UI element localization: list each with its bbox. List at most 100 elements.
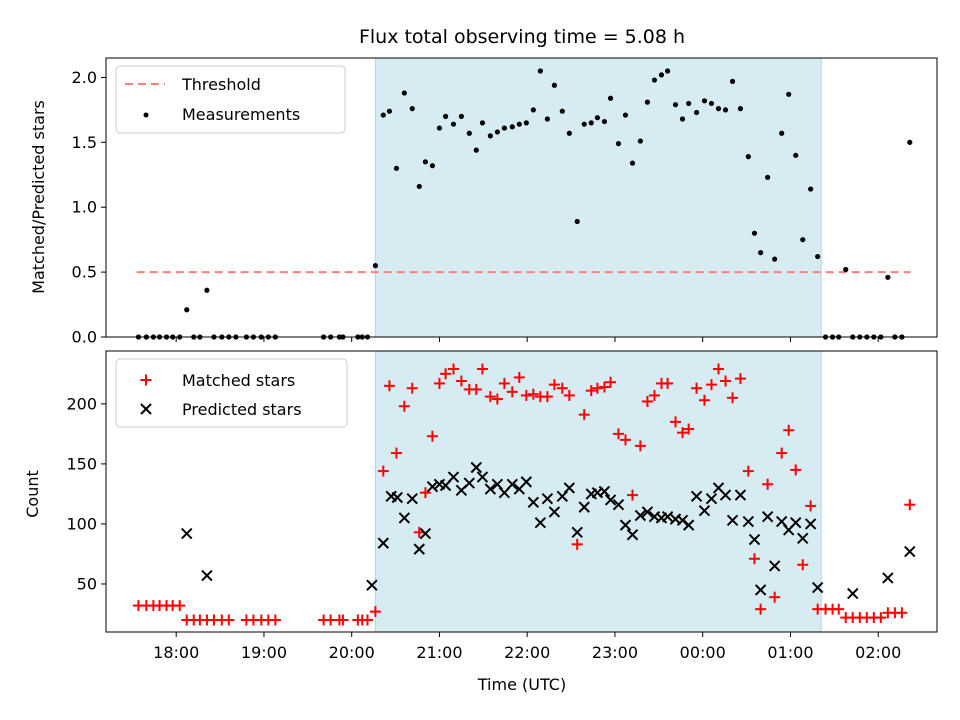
chart-title: Flux total observing time = 5.08 h (359, 26, 685, 48)
measurement-point (644, 99, 651, 105)
bottom-x-ticks: 18:00 19:00 20:00 21:00 22:00 23:00 00:00 01:00… (153, 632, 901, 662)
measurement-point (523, 120, 529, 126)
matched-star-point (541, 391, 553, 403)
measurement-point (615, 141, 622, 147)
matched-star-point (174, 600, 186, 612)
top-y-axis-label: Matched/Predicted stars (29, 100, 48, 294)
matched-star-point (455, 375, 467, 387)
matched-star-point (677, 427, 689, 439)
predicted-star-point (201, 569, 213, 582)
matched-star-point (662, 377, 674, 389)
matched-star-point (691, 382, 703, 394)
measurement-point (601, 118, 608, 125)
matched-star-point (433, 377, 445, 389)
top-y-tick-label: 1.0 (72, 198, 97, 217)
predicted-stars-points (181, 461, 916, 600)
predicted-star-point (413, 543, 425, 555)
legend-predicted-label: Predicted stars (182, 400, 302, 419)
matched-star-point (805, 500, 817, 512)
predicted-star-point (804, 518, 817, 530)
bottom-legend-box (115, 358, 348, 428)
matched-star-point (223, 614, 235, 626)
measurement-point (815, 253, 821, 260)
predicted-star-point (682, 519, 695, 531)
predicted-star-point (761, 511, 774, 523)
measurement-point (672, 102, 679, 108)
matched-star-point (556, 382, 568, 394)
matched-star-point (713, 363, 725, 375)
matched-star-point (484, 391, 496, 403)
measurement-point (380, 112, 386, 118)
measurement-point (429, 163, 436, 169)
matched-star-point (720, 375, 732, 387)
measurement-point (772, 256, 778, 262)
measurement-point (544, 116, 550, 122)
predicted-star-point (748, 533, 761, 546)
predicted-star-point (181, 527, 193, 540)
top-y-tick-label: 0.0 (72, 328, 97, 347)
matched-star-point (269, 614, 281, 626)
measurement-point (729, 78, 736, 84)
measurement-point (622, 112, 629, 118)
top-legend: Threshold Measurements (115, 65, 346, 134)
matched-star-point (337, 614, 349, 626)
matched-star-point (563, 389, 575, 401)
matched-star-point (648, 389, 660, 401)
observing-window-shade (374, 57, 822, 338)
measurement-point (530, 107, 536, 113)
matched-star-point (612, 428, 624, 440)
predicted-star-point (527, 496, 540, 509)
bottom-x-tick-label: 22:00 (504, 643, 550, 662)
predicted-star-point (520, 476, 533, 488)
predicted-star-point (391, 491, 404, 504)
predicted-star-point (719, 489, 732, 501)
matched-star-point (426, 430, 438, 442)
measurement-point (487, 133, 493, 139)
measurement-point (409, 106, 415, 112)
matched-star-point (634, 440, 646, 452)
predicted-star-point (484, 483, 497, 495)
predicted-star-point (447, 471, 460, 483)
predicted-star-point (742, 515, 755, 528)
matched-star-point (383, 380, 395, 392)
matched-star-point (598, 381, 610, 393)
matched-star-point (748, 553, 760, 565)
matched-star-point (705, 379, 717, 391)
predicted-star-point (377, 537, 389, 549)
legend-measurement-label: Measurements (182, 105, 300, 124)
matched-star-point (833, 603, 845, 615)
measurement-point (416, 183, 422, 190)
predicted-star-point (690, 490, 703, 503)
legend-predicted-marker (140, 403, 152, 415)
measurement-point (808, 186, 814, 192)
predicted-star-point (398, 512, 411, 524)
measurement-point (800, 237, 806, 243)
predicted-star-point (619, 519, 632, 531)
matched-star-point (755, 603, 767, 615)
measurement-point (779, 130, 785, 136)
predicted-star-point (797, 532, 809, 545)
predicted-star-point (366, 579, 378, 591)
bottom-plot-frame (105, 350, 938, 633)
bottom-y-tick-label: 100 (66, 514, 97, 533)
predicted-star-point (847, 587, 859, 600)
measurement-point (737, 106, 744, 112)
measurement-point (566, 130, 572, 136)
matched-star-point (377, 465, 389, 477)
predicted-star-point (641, 506, 654, 518)
measurement-point (494, 129, 500, 135)
matched-star-point (605, 376, 617, 388)
predicted-star-point (534, 517, 547, 529)
bottom-x-tick-label: 19:00 (241, 643, 287, 662)
predicted-star-point (426, 480, 439, 493)
predicted-star-point (882, 572, 894, 584)
measurement-point (722, 107, 729, 113)
measurement-point (372, 263, 378, 269)
matched-star-point (790, 464, 802, 476)
legend-threshold-label: Threshold (181, 75, 261, 94)
predicted-star-point (698, 505, 711, 517)
matched-star-point (390, 447, 402, 459)
matched-star-point (776, 447, 788, 459)
measurement-point (422, 159, 429, 165)
